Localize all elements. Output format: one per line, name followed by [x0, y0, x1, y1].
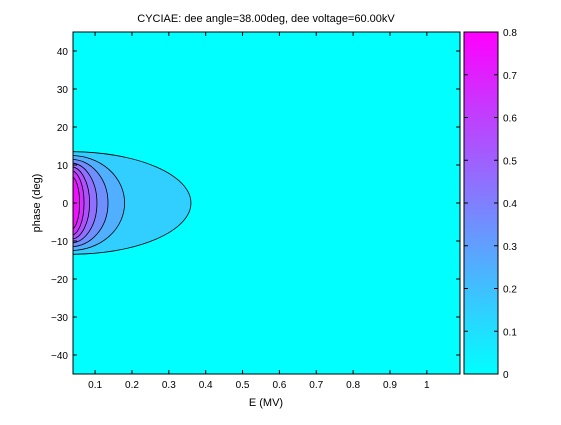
contour-layer	[73, 151, 192, 255]
x-tick-label: 0.6	[272, 380, 286, 391]
colorbar-tick-label: 0.2	[503, 285, 517, 296]
x-tick-label: 0.1	[88, 380, 102, 391]
colorbar-tick-label: 0.7	[503, 71, 517, 82]
x-tick-label: 0.2	[125, 380, 139, 391]
y-tick-label: 0	[62, 199, 68, 210]
colorbar: 0 0.1 0.2 0.3 0.4 0.5 0.6 0.7 0.8	[463, 28, 517, 381]
y-tick-label: −10	[51, 237, 68, 248]
x-tick-label: 0.7	[309, 380, 323, 391]
colorbar-tick-label: 0.1	[503, 327, 517, 338]
colorbar-tick-label: 0.4	[503, 199, 517, 210]
x-axis-label: E (MV)	[249, 397, 283, 409]
x-tick-label: 0.9	[383, 380, 397, 391]
y-tick-label: −30	[51, 313, 68, 324]
y-tick-label: 20	[57, 123, 69, 134]
colorbar-tick-label: 0	[503, 370, 509, 381]
x-tick-label: 0.8	[346, 380, 360, 391]
y-tick-label: 30	[57, 85, 69, 96]
y-tick-label: 40	[57, 47, 69, 58]
x-tick-label: 1	[424, 380, 430, 391]
y-axis-label: phase (deg)	[31, 174, 43, 233]
chart-title: CYCIAE: dee angle=38.00deg, dee voltage=…	[137, 13, 395, 25]
y-tick-label: 10	[57, 161, 69, 172]
y-tick-label: −40	[51, 351, 68, 362]
colorbar-tick-label: 0.5	[503, 156, 517, 167]
x-axis-ticks: 0.1 0.2 0.3 0.4 0.5 0.6 0.7 0.8 0.9 1	[88, 32, 430, 391]
colorbar-tick-label: 0.8	[503, 28, 517, 39]
y-axis-ticks: 40 30 20 10 0 −10 −20 −30 −40	[51, 47, 460, 362]
colorbar-tick-label: 0.3	[503, 242, 517, 253]
colorbar-ticks: 0 0.1 0.2 0.3 0.4 0.5 0.6 0.7 0.8	[464, 28, 517, 381]
plot-area: 0.1 0.2 0.3 0.4 0.5 0.6 0.7 0.8 0.9 1 40 30 20 10 0 −1…	[51, 31, 461, 391]
x-tick-label: 0.3	[162, 380, 176, 391]
colorbar-tick-label: 0.6	[503, 114, 517, 125]
y-tick-label: −20	[51, 275, 68, 286]
x-tick-label: 0.5	[236, 380, 250, 391]
x-tick-label: 0.4	[199, 380, 213, 391]
colorbar-gradient	[463, 31, 499, 375]
